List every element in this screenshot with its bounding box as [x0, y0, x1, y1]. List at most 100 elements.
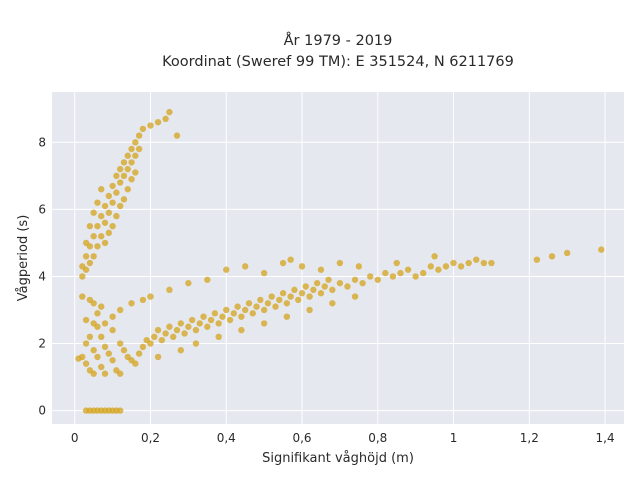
data-point: [249, 310, 256, 317]
data-point: [128, 159, 135, 166]
data-point: [151, 333, 158, 341]
data-point: [173, 326, 181, 334]
data-point: [336, 259, 344, 267]
data-point: [397, 269, 404, 277]
data-point: [86, 333, 94, 341]
data-point: [154, 353, 162, 361]
data-point: [563, 249, 571, 257]
data-point: [279, 290, 287, 297]
data-point: [442, 263, 450, 270]
data-point: [181, 330, 188, 337]
data-point: [101, 239, 109, 247]
data-point: [98, 363, 105, 371]
data-points: [75, 108, 605, 414]
data-point: [204, 323, 211, 330]
data-point: [98, 212, 105, 220]
data-point: [431, 253, 438, 260]
data-point: [109, 199, 116, 206]
data-point: [374, 276, 381, 283]
data-point: [116, 179, 124, 186]
data-point: [241, 306, 249, 314]
data-point: [317, 290, 325, 297]
data-point: [147, 293, 154, 300]
data-point: [132, 152, 139, 159]
chart-title-line-2: Koordinat (Sweref 99 TM): E 351524, N 62…: [162, 54, 514, 70]
data-point: [109, 222, 116, 230]
data-point: [329, 286, 336, 294]
data-point: [105, 192, 113, 200]
data-point: [325, 276, 332, 283]
data-point: [260, 320, 268, 327]
data-point: [105, 229, 113, 237]
data-point: [139, 125, 147, 133]
data-point: [105, 350, 113, 357]
grid-lines: [52, 92, 624, 424]
data-point: [79, 353, 86, 361]
data-point: [94, 243, 101, 250]
data-point: [82, 360, 90, 367]
data-point: [120, 347, 128, 354]
data-point: [94, 353, 101, 361]
data-point: [86, 222, 94, 230]
data-point: [298, 290, 306, 297]
data-point: [147, 122, 154, 129]
data-point: [268, 293, 275, 300]
data-point: [548, 253, 556, 260]
data-point: [94, 222, 101, 230]
data-point: [480, 259, 488, 267]
data-point: [132, 169, 139, 176]
data-point: [279, 259, 287, 267]
data-point: [366, 273, 374, 280]
data-point: [90, 370, 97, 377]
data-point: [329, 300, 336, 307]
data-point: [223, 266, 230, 273]
data-point: [128, 175, 135, 183]
data-point: [313, 279, 321, 287]
data-point: [272, 303, 279, 310]
data-point: [82, 253, 90, 260]
data-point: [276, 296, 283, 304]
data-point: [450, 259, 457, 267]
data-point: [166, 108, 173, 116]
data-point: [393, 259, 400, 267]
data-point: [253, 303, 260, 310]
plot-area: [52, 92, 624, 424]
y-axis-title: Vågperiod (s): [16, 215, 31, 302]
data-point: [166, 323, 173, 330]
y-tick-label: 0: [38, 404, 46, 418]
data-point: [82, 266, 90, 273]
data-point: [264, 300, 272, 307]
data-point: [98, 233, 105, 240]
data-point: [135, 145, 143, 153]
data-point: [116, 370, 124, 377]
data-point: [170, 333, 177, 341]
data-point: [420, 269, 427, 277]
data-point: [298, 263, 306, 270]
data-point: [154, 326, 162, 334]
data-point: [435, 266, 442, 273]
data-point: [109, 326, 116, 334]
data-point: [101, 219, 109, 226]
data-point: [200, 313, 207, 320]
data-point: [90, 253, 97, 260]
data-point: [260, 269, 268, 277]
data-point: [128, 300, 135, 307]
data-point: [120, 196, 128, 203]
data-point: [128, 145, 135, 153]
data-point: [116, 165, 124, 173]
data-point: [283, 313, 291, 320]
data-point: [223, 306, 230, 314]
y-tick-label: 6: [38, 202, 46, 216]
data-point: [177, 320, 184, 327]
data-point: [238, 326, 245, 334]
data-point: [116, 202, 124, 210]
x-tick-label: 0: [71, 431, 79, 445]
data-point: [135, 132, 143, 139]
data-point: [321, 283, 328, 290]
data-point: [135, 350, 143, 357]
data-point: [113, 212, 120, 220]
data-point: [344, 283, 351, 290]
data-point: [120, 159, 128, 166]
